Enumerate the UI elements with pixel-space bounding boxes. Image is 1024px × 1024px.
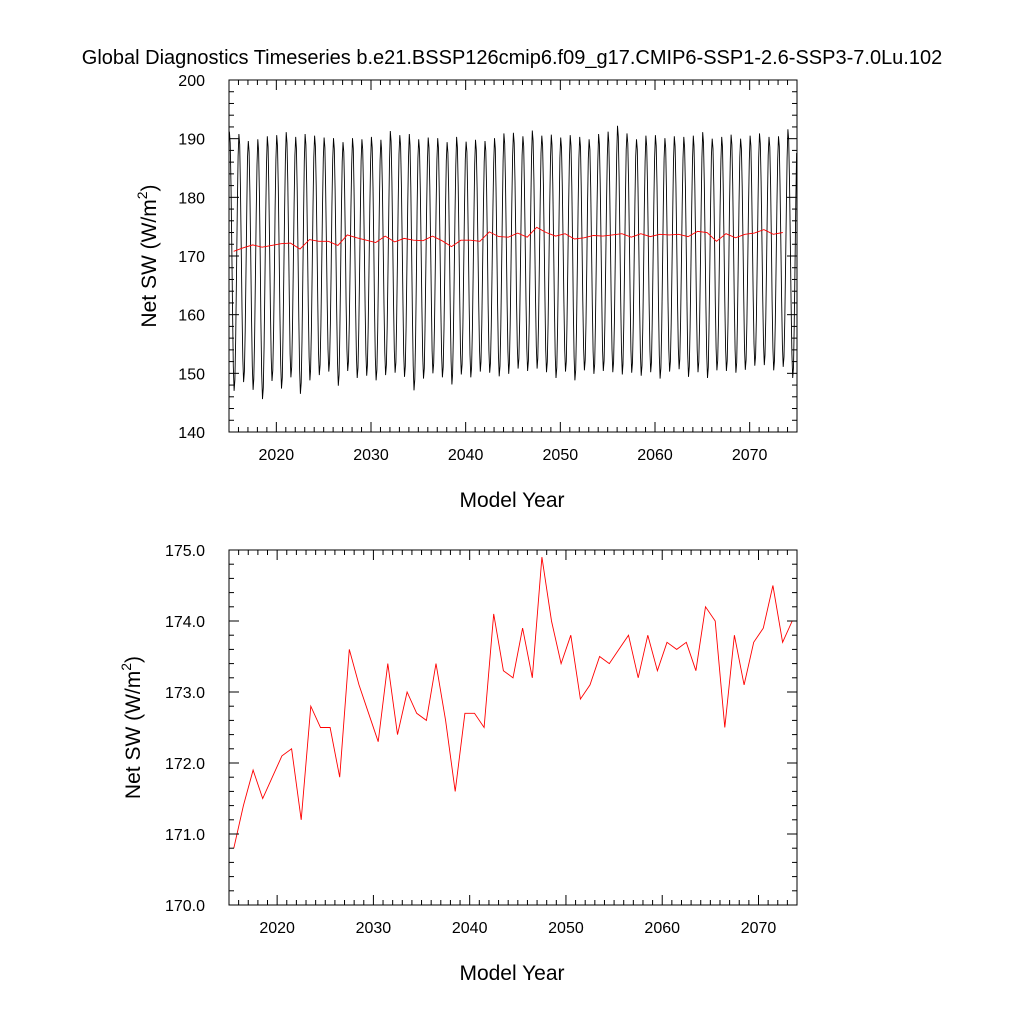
y-tick-label: 172.0 <box>165 756 205 773</box>
y-axis-label-text: Net SW (W/m <box>138 199 161 327</box>
timeseries-panel-monthly: 2020 2030 2040 2050 2060 2070 140 150 160 170 180 1… <box>134 73 798 512</box>
x-tick-label: 2040 <box>448 447 484 464</box>
x-tick-label: 2070 <box>732 447 768 464</box>
y-tick-label: 180 <box>178 190 205 207</box>
x-tick-label: 2030 <box>356 920 392 937</box>
y-tick-label: 175.0 <box>165 543 205 560</box>
y-tick-label: 200 <box>178 73 205 90</box>
y-axis-label: Net SW (W/m2) <box>118 656 145 799</box>
x-tick-label: 2020 <box>259 447 295 464</box>
y-tick-label: 140 <box>178 425 205 442</box>
x-tick-label: 2050 <box>548 920 584 937</box>
y-axis-label-close: ) <box>122 656 145 663</box>
monthly-net-sw-line <box>229 125 797 400</box>
x-tick-label: 2060 <box>644 920 680 937</box>
x-tick-label: 2050 <box>543 447 579 464</box>
x-axis-label: Model Year <box>459 489 564 512</box>
y-tick-label: 190 <box>178 132 205 149</box>
y-axis-label-text: Net SW (W/m <box>122 671 145 799</box>
y-tick-label: 173.0 <box>165 685 205 702</box>
y-axis-label: Net SW (W/m2) <box>134 184 161 327</box>
y-tick-label: 170 <box>178 249 205 266</box>
plot-frame <box>228 549 798 906</box>
x-tick-label: 2020 <box>259 920 295 937</box>
annual-mean-net-sw-line <box>233 557 793 849</box>
timeseries-panel-annual: 2020 2030 2040 2050 2060 2070 170.0 171.0 172.0 1… <box>118 543 798 985</box>
x-tick-label: 2030 <box>353 447 389 464</box>
y-tick-label: 171.0 <box>165 827 205 844</box>
y-tick-label: 160 <box>178 308 205 325</box>
y-axis-label-superscript: 2 <box>118 663 134 671</box>
y-tick-label: 174.0 <box>165 614 205 631</box>
y-axis-label-superscript: 2 <box>134 191 150 199</box>
y-tick-label: 170.0 <box>165 898 205 915</box>
x-tick-label: 2060 <box>637 447 673 464</box>
x-tick-label: 2070 <box>741 920 777 937</box>
chart-title: Global Diagnostics Timeseries b.e21.BSSP… <box>82 47 942 69</box>
x-tick-label: 2040 <box>452 920 488 937</box>
y-tick-label: 150 <box>178 366 205 383</box>
annual-mean-net-sw-line <box>233 226 783 252</box>
y-axis-label-close: ) <box>138 184 161 191</box>
x-axis-label: Model Year <box>459 962 564 985</box>
